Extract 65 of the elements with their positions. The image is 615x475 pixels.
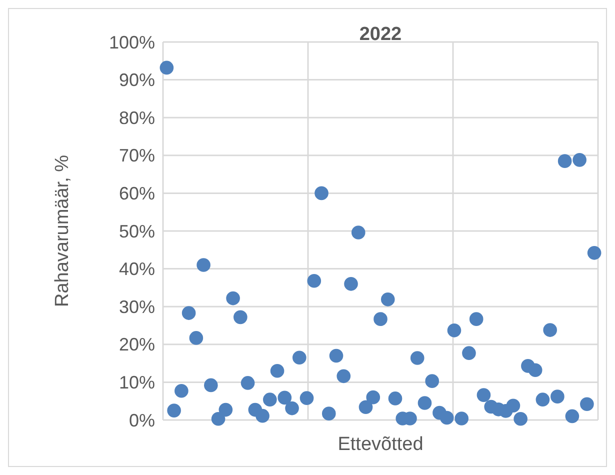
point [536, 392, 550, 406]
point [462, 346, 476, 360]
point [425, 374, 440, 388]
y-tick-label: 100% [108, 32, 155, 52]
point [262, 392, 277, 406]
point [543, 323, 557, 337]
y-tick-label: 30% [118, 296, 155, 317]
point [380, 292, 395, 306]
point [528, 363, 542, 377]
point [344, 277, 358, 291]
y-tick-label: 50% [118, 221, 155, 242]
point [218, 402, 233, 417]
point [196, 258, 210, 272]
point [285, 401, 299, 416]
point [329, 348, 344, 363]
point [358, 400, 373, 414]
point [256, 408, 270, 423]
point [440, 410, 454, 425]
y-tick-label: 10% [118, 372, 155, 392]
y-tick-label: 60% [118, 184, 155, 204]
point [447, 324, 462, 338]
chart-title: 2022 [359, 24, 402, 45]
y-axis-title: Rahavarumäär, % [52, 154, 73, 308]
y-tick-label: 20% [118, 334, 155, 355]
y-tick-label: 70% [118, 146, 155, 166]
point [322, 406, 336, 420]
point [572, 153, 586, 167]
point [189, 331, 204, 345]
point [300, 391, 314, 405]
point [476, 388, 491, 402]
point [292, 350, 306, 365]
point [204, 378, 218, 392]
point [240, 376, 255, 390]
point [558, 154, 572, 168]
point [351, 226, 366, 240]
point [410, 351, 424, 365]
point [211, 412, 226, 426]
point [550, 390, 564, 404]
point [234, 310, 248, 324]
point [336, 369, 351, 384]
point [226, 291, 240, 306]
point [580, 397, 594, 412]
point [270, 364, 284, 378]
point [514, 412, 528, 426]
point [307, 274, 322, 288]
point [366, 390, 380, 404]
point [418, 396, 432, 410]
point [167, 404, 181, 418]
point [469, 312, 484, 326]
point [174, 384, 188, 398]
y-tick-label: 40% [118, 259, 155, 280]
point [587, 246, 602, 260]
point [314, 186, 328, 200]
y-tick-label: 0% [128, 410, 155, 430]
point [388, 392, 402, 406]
y-tick-label: 90% [118, 70, 155, 90]
point [278, 390, 292, 405]
x-axis-title: Ettevõtted [338, 434, 424, 455]
y-tick-label: 80% [118, 108, 155, 128]
point [454, 412, 469, 426]
point [506, 398, 520, 413]
point [160, 60, 174, 75]
point [182, 306, 196, 320]
point [565, 409, 580, 424]
point [374, 312, 388, 326]
